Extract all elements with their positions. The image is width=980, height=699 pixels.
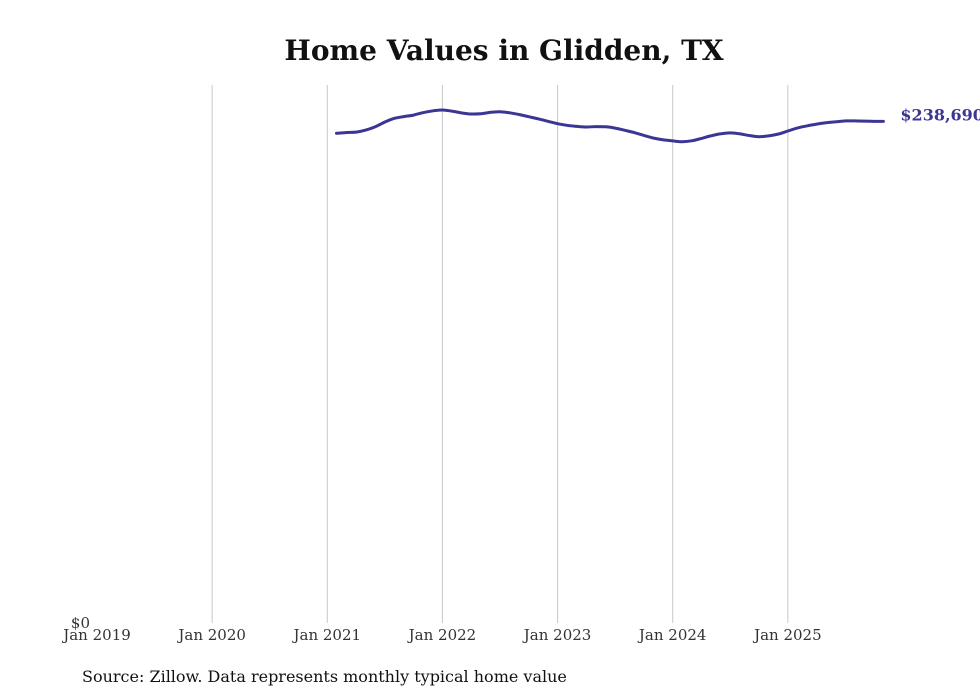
source-note: Source: Zillow. Data represents monthly … [82, 667, 567, 686]
x-tick-jan-2020: Jan 2020 [176, 626, 246, 644]
x-tick-jan-2025: Jan 2025 [752, 626, 822, 644]
home-value-line [335, 108, 885, 144]
x-tick-jan-2023: Jan 2023 [522, 626, 592, 644]
chart-title: Home Values in Glidden, TX [284, 34, 724, 67]
x-axis-ticks: Jan 2019 Jan 2020 Jan 2021 Jan 2022 Jan 2023… [61, 626, 821, 644]
y-axis-ticks: $0 [71, 614, 90, 632]
x-tick-jan-2019: Jan 2019 [61, 626, 131, 644]
x-tick-jan-2022: Jan 2022 [407, 626, 477, 644]
y-tick-zero: $0 [71, 614, 90, 632]
x-gridlines [211, 85, 789, 623]
last-value-label: $238,690 [900, 105, 980, 124]
x-tick-jan-2021: Jan 2021 [292, 626, 362, 644]
x-tick-jan-2024: Jan 2024 [637, 626, 707, 644]
